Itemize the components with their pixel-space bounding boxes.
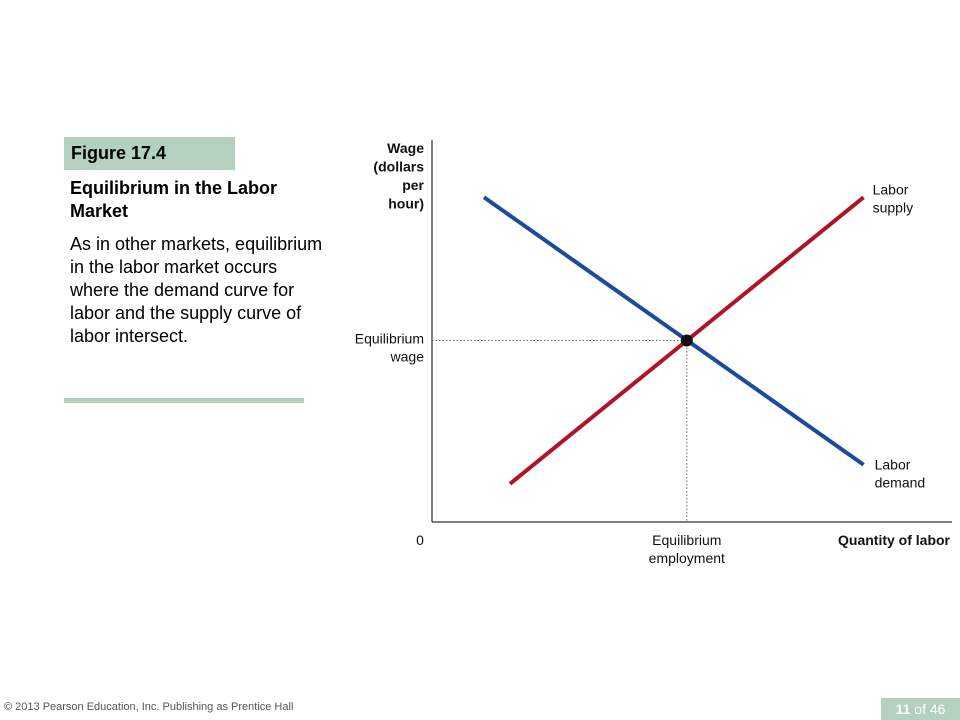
equilibrium-employment-label: Equilibrium	[652, 532, 721, 548]
labor-demand-label: Labor	[875, 457, 911, 473]
figure-label: Figure 17.4	[64, 137, 235, 170]
x-axis-label: Quantity of labor	[838, 532, 951, 548]
labor-demand-label: demand	[875, 475, 926, 491]
divider	[64, 398, 304, 403]
labor-supply-label: supply	[873, 199, 913, 215]
labor-demand-curve	[482, 195, 865, 467]
equilibrium-wage-label: Equilibrium	[355, 331, 424, 347]
copyright-footer: © 2013 Pearson Education, Inc. Publishin…	[4, 701, 294, 713]
page-indicator: 11 of 46	[881, 698, 960, 720]
equilibrium-point	[680, 334, 693, 347]
equilibrium-wage-label: wage	[390, 349, 425, 365]
y-axis-label: hour)	[388, 196, 424, 212]
y-axis-label: (dollars	[373, 159, 424, 175]
figure-title: Equilibrium in the Labor Market	[70, 178, 277, 221]
labor-supply-label: Labor	[873, 181, 909, 197]
figure-description: As in other markets, equilibrium in the …	[70, 234, 323, 346]
y-axis-label: per	[402, 177, 424, 193]
page-total: of 46	[914, 701, 946, 717]
page-current: 11	[895, 701, 911, 717]
equilibrium-employment-label: employment	[649, 550, 725, 566]
y-axis-label: Wage	[387, 140, 424, 156]
origin-label: 0	[416, 532, 424, 548]
